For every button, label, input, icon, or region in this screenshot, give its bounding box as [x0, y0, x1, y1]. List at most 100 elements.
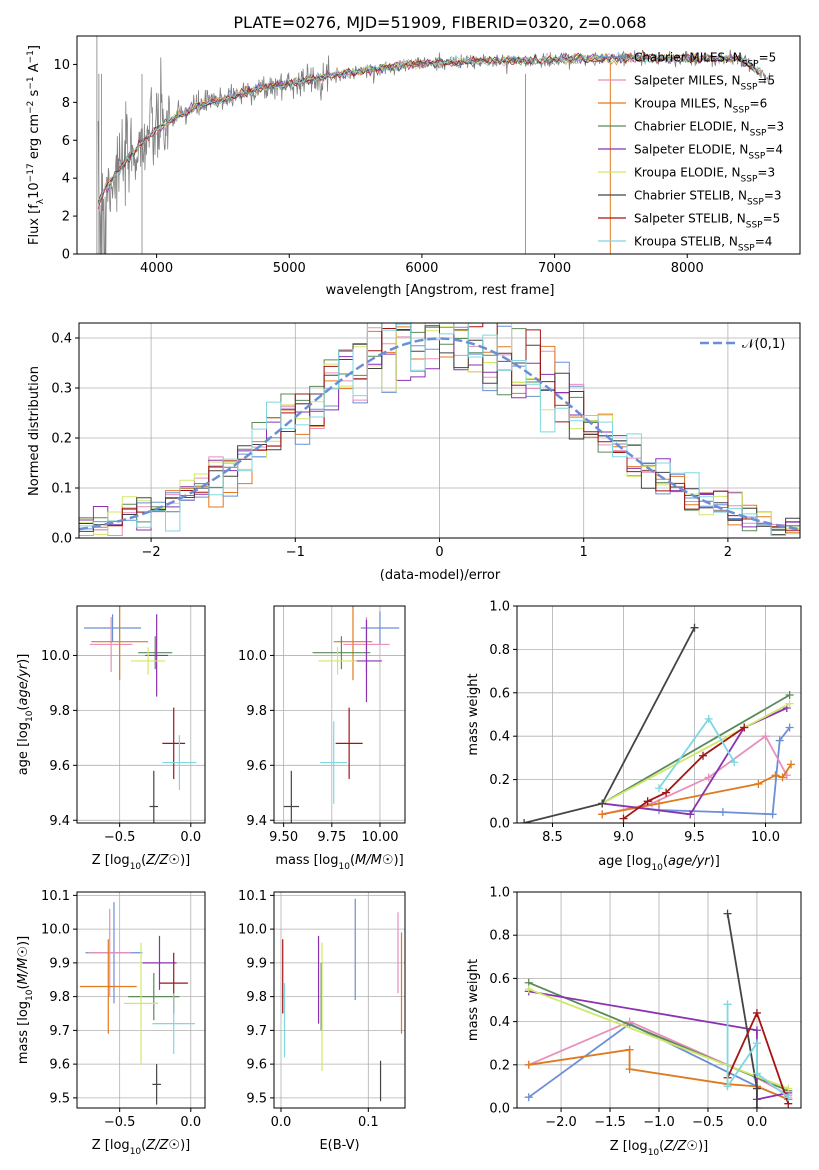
error-point [91, 606, 149, 681]
x-axis-label: Z [log10(Z/Z☉)] [92, 853, 190, 872]
weight-marker [524, 985, 533, 994]
x-tick-label: 5000 [273, 261, 306, 276]
label-part: Flux [f [27, 204, 42, 245]
label-part: M/M☉ [16, 946, 31, 984]
axes-border [273, 605, 406, 824]
label-part: Chabrier MILES, N [634, 51, 742, 65]
y-tick-label: 9.6 [246, 759, 267, 774]
legend-entry: Chabrier STELIB, NSSP=3 [634, 189, 782, 208]
label-part: )] [180, 1138, 190, 1153]
label-part: )] [180, 853, 190, 868]
weight-line [601, 702, 791, 805]
label-part: Chabrier STELIB, N [634, 189, 747, 203]
axes-massweight_vs_Z: −2.0 −1.5 −1.0 −0.5 0.0 0.0 0.2 0.4 0.6 0.8 1.0 Z [… [466, 886, 802, 1158]
label-part: ( [141, 1138, 146, 1153]
axes-frame: −2 −1 0 1 2 0.0 0.1 0.2 0.3 0.4 𝒩(0,1) (data-model)… [27, 322, 801, 583]
label-part: =5 [763, 212, 781, 226]
weight-series [520, 623, 699, 823]
weight-line [602, 707, 788, 816]
y-tick-label: 0.2 [51, 432, 72, 447]
x-axis-label: Z [log10(Z/Z☉)] [610, 1139, 708, 1158]
legend-entry: Salpeter ELODIE, NSSP=4 [634, 143, 783, 162]
y-tick-label: 0.0 [51, 532, 72, 547]
y-tick-label: 9.5 [49, 1091, 70, 1106]
weight-marker [752, 1026, 761, 1035]
gridlines [274, 892, 405, 1108]
x-axis-label: E(B-V) [319, 1138, 359, 1153]
weight-marker [752, 1084, 761, 1093]
y-tick-label: 9.9 [49, 956, 70, 971]
y-tick-label: 0.6 [489, 686, 510, 701]
y-tick-label: 0.4 [489, 730, 510, 745]
label-part: age [log [598, 854, 651, 869]
label-part: −1 [26, 50, 36, 63]
figure-title: PLATE=0276, MJD=51909, FIBERID=0320, z=0… [233, 13, 646, 32]
weight-marker [778, 773, 787, 782]
gridlines [274, 606, 405, 823]
weight-marker [704, 773, 713, 782]
legend-entry: Chabrier ELODIE, NSSP=3 [634, 120, 784, 139]
x-tick-label: −1.5 [594, 1115, 626, 1130]
y-tick-label: 10.0 [238, 923, 267, 938]
weight-marker [686, 810, 695, 819]
x-tick-label: −0.5 [692, 1115, 724, 1130]
error-point [84, 614, 141, 642]
error-point [145, 614, 169, 697]
label-part: SSP [750, 129, 767, 139]
y-tick-label: 9.4 [246, 814, 267, 829]
plot-area [84, 606, 197, 823]
x-tick-label: −1.0 [643, 1115, 675, 1130]
error-point [312, 636, 371, 670]
x-tick-label: −2 [142, 545, 161, 560]
y-tick-label: 0.2 [489, 1058, 510, 1073]
x-tick-label: −2.0 [545, 1115, 577, 1130]
label-part: =3 [757, 166, 775, 180]
label-part: SSP [741, 175, 758, 185]
weight-marker [785, 723, 794, 732]
weight-marker [704, 714, 713, 723]
label-part: SSP [738, 244, 755, 254]
y-tick-label: 0.8 [489, 643, 510, 658]
label-part: age/yr [668, 854, 711, 869]
x-tick-label: 0.0 [180, 1115, 201, 1130]
axes-age_vs_Z: −0.5 0.09.49.69.810.0Z [log10(Z/Z☉)]age [… [16, 605, 206, 872]
x-tick-label: 9.75 [317, 830, 346, 845]
weight-series [619, 723, 749, 823]
y-axis-label: Normed distribution [27, 366, 42, 496]
x-tick-label: −0.5 [104, 1115, 136, 1130]
x-tick-label: 0.0 [747, 1115, 768, 1130]
weight-line [528, 1048, 789, 1101]
axes-mass_vs_ebv: 0.0 0.1 9.5 9.6 9.7 9.8 9.9 10.0 10.1 E(B-V) [238, 889, 406, 1153]
label-part: =5 [759, 51, 777, 65]
axes-border [76, 605, 206, 824]
label-part: SSP [741, 83, 758, 93]
error-point [142, 935, 177, 990]
error-point [152, 1064, 161, 1105]
label-part: Z [log [610, 1139, 648, 1154]
x-tick-label: 8.5 [542, 830, 563, 845]
label-part: Z [log [92, 853, 130, 868]
y-tick-label: 0.0 [489, 817, 510, 832]
label-part: )] [16, 936, 31, 946]
axes-border [76, 35, 801, 255]
label-part: Z [log [92, 1138, 130, 1153]
plot-area [282, 898, 403, 1102]
x-tick-label: −1 [286, 545, 305, 560]
label-part: Z/Z☉ [145, 853, 180, 868]
legend-entry: Chabrier MILES, NSSP=5 [634, 51, 776, 70]
y-tick-label: 10.1 [41, 889, 70, 904]
label-part: SSP [747, 198, 764, 208]
error-point [79, 939, 137, 1034]
label-part: ( [16, 984, 31, 989]
normal-reference-curve [79, 337, 800, 531]
weight-marker [655, 799, 663, 808]
label-part: Z/Z☉ [663, 1139, 698, 1154]
y-tick-label: 10.0 [238, 649, 267, 664]
x-tick-label: 0.0 [180, 830, 201, 845]
legend-entry: Salpeter STELIB, NSSP=5 [634, 212, 780, 231]
weight-marker [520, 819, 529, 823]
weight-marker [784, 1084, 793, 1093]
label-part: Kroupa STELIB, N [634, 235, 738, 249]
label-part: mass [log [16, 1001, 31, 1064]
